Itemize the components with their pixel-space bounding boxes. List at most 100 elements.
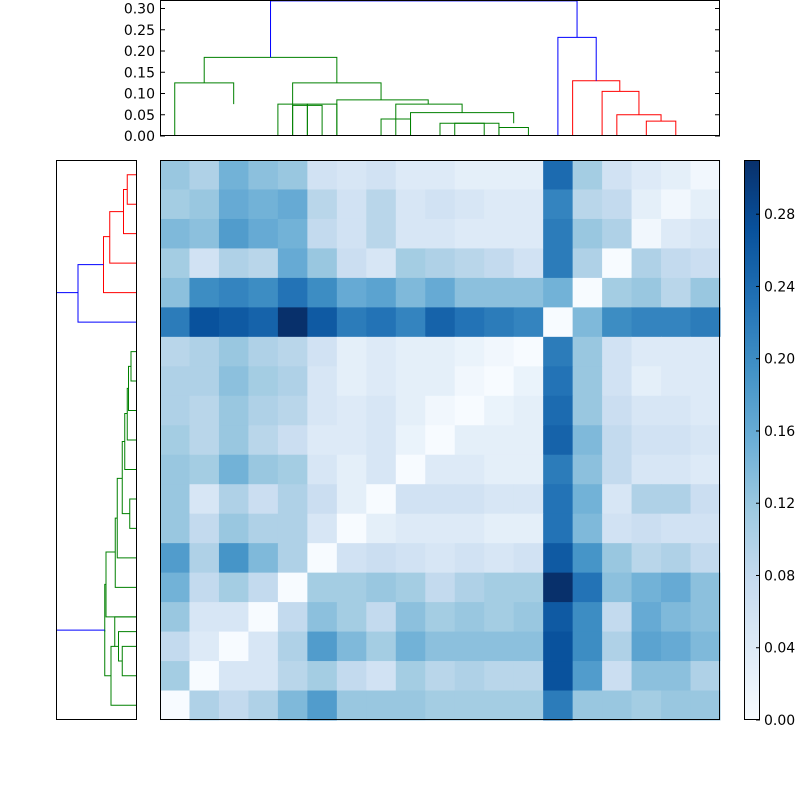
- heatmap-cell: [631, 661, 662, 692]
- heatmap-cell: [425, 189, 456, 220]
- top-dendrogram-link: [601, 90, 640, 136]
- heatmap-cell: [248, 189, 279, 220]
- heatmap-cell: [218, 395, 249, 426]
- heatmap-cell: [661, 454, 692, 485]
- heatmap-cell: [336, 661, 367, 692]
- heatmap-cell: [543, 572, 574, 603]
- heatmap-cell: [189, 602, 220, 633]
- heatmap-cell: [336, 572, 367, 603]
- heatmap-cell: [484, 160, 515, 190]
- heatmap-cell: [543, 336, 574, 367]
- heatmap-cell: [160, 277, 190, 308]
- heatmap-cell: [277, 690, 308, 721]
- heatmap-cell: [248, 366, 279, 397]
- heatmap-cell: [513, 189, 544, 220]
- heatmap-cell: [690, 543, 721, 574]
- heatmap-cell: [218, 218, 249, 249]
- heatmap-cell: [218, 572, 249, 603]
- heatmap-cell: [395, 307, 426, 338]
- heatmap-cell: [631, 513, 662, 544]
- heatmap-cell: [366, 218, 397, 249]
- heatmap-cell: [631, 454, 662, 485]
- heatmap-cell: [602, 454, 633, 485]
- heatmap-cell: [366, 454, 397, 485]
- heatmap-cell: [336, 513, 367, 544]
- heatmap-cell: [572, 572, 603, 603]
- heatmap-cell: [602, 543, 633, 574]
- heatmap-cell: [661, 366, 692, 397]
- heatmap-cell: [631, 277, 662, 308]
- top-dendrogram-tick-label: 0.00: [124, 129, 155, 145]
- heatmap-cell: [160, 661, 190, 692]
- heatmap-cell: [277, 425, 308, 456]
- heatmap-cell: [484, 218, 515, 249]
- heatmap-cell: [425, 160, 456, 190]
- heatmap-cell: [425, 336, 456, 367]
- heatmap-cell: [690, 572, 721, 603]
- heatmap-cell: [277, 160, 308, 190]
- heatmap-cell: [307, 307, 338, 338]
- heatmap-cell: [218, 513, 249, 544]
- heatmap-cell: [218, 336, 249, 367]
- heatmap-cell: [543, 160, 574, 190]
- heatmap-cell: [160, 690, 190, 721]
- heatmap-cell: [189, 248, 220, 279]
- heatmap-cell: [543, 307, 574, 338]
- heatmap-cell: [602, 513, 633, 544]
- heatmap-cell: [454, 307, 485, 338]
- heatmap-cell: [484, 395, 515, 426]
- heatmap-cell: [454, 425, 485, 456]
- heatmap-cell: [248, 307, 279, 338]
- heatmap-cell: [336, 218, 367, 249]
- top-dendrogram-tick-label: 0.20: [124, 44, 155, 60]
- heatmap-cell: [690, 661, 721, 692]
- heatmap-cell: [395, 543, 426, 574]
- heatmap-cell: [336, 602, 367, 633]
- heatmap-cell: [218, 543, 249, 574]
- heatmap-cell: [661, 395, 692, 426]
- heatmap-cell: [277, 336, 308, 367]
- heatmap-cell: [661, 513, 692, 544]
- heatmap-cell: [336, 366, 367, 397]
- heatmap-cell: [366, 160, 397, 190]
- heatmap-cell: [307, 336, 338, 367]
- heatmap-cell: [631, 395, 662, 426]
- heatmap-cell: [189, 484, 220, 515]
- heatmap-cell: [366, 425, 397, 456]
- heatmap-cell: [277, 366, 308, 397]
- heatmap-cell: [572, 513, 603, 544]
- heatmap-cell: [395, 690, 426, 721]
- heatmap-cell: [366, 484, 397, 515]
- heatmap-cell: [277, 277, 308, 308]
- heatmap-cell: [661, 248, 692, 279]
- heatmap-cell: [454, 336, 485, 367]
- heatmap-cell: [160, 454, 190, 485]
- heatmap-cell: [454, 218, 485, 249]
- heatmap-cell: [543, 189, 574, 220]
- heatmap-cell: [248, 661, 279, 692]
- heatmap-cell: [513, 572, 544, 603]
- heatmap-cell: [484, 661, 515, 692]
- heatmap-cell: [513, 218, 544, 249]
- heatmap-cell: [661, 425, 692, 456]
- heatmap-cell: [484, 543, 515, 574]
- heatmap-cell: [572, 189, 603, 220]
- heatmap-cell: [336, 277, 367, 308]
- heatmap-cell: [513, 454, 544, 485]
- heatmap-cell: [425, 543, 456, 574]
- heatmap-cell: [307, 160, 338, 190]
- heatmap-cell: [425, 690, 456, 721]
- heatmap-cell: [602, 307, 633, 338]
- heatmap-cell: [395, 661, 426, 692]
- heatmap-cell: [366, 631, 397, 662]
- heatmap-cell: [661, 160, 692, 190]
- left-dendrogram-link: [126, 387, 136, 441]
- heatmap-cell: [484, 248, 515, 279]
- left-dendrogram-link: [109, 211, 136, 264]
- heatmap-cell: [661, 307, 692, 338]
- heatmap-cell: [307, 690, 338, 721]
- heatmap-cell: [661, 661, 692, 692]
- heatmap-cell: [218, 307, 249, 338]
- heatmap-cell: [513, 425, 544, 456]
